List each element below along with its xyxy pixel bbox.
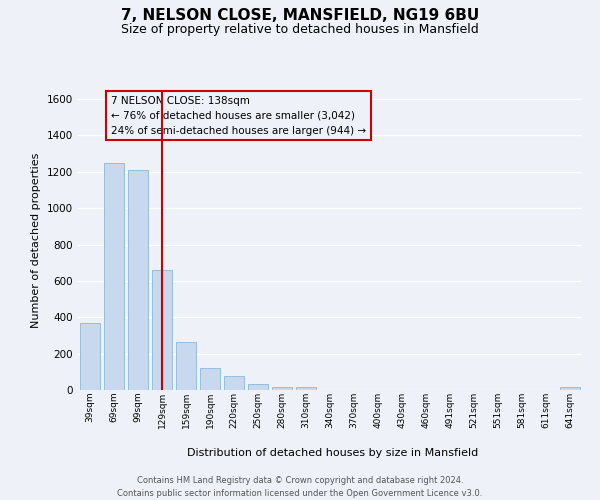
Bar bbox=[296, 388, 316, 390]
Y-axis label: Number of detached properties: Number of detached properties bbox=[31, 152, 41, 328]
Text: Size of property relative to detached houses in Mansfield: Size of property relative to detached ho… bbox=[121, 22, 479, 36]
Bar bbox=[224, 376, 244, 390]
Text: Distribution of detached houses by size in Mansfield: Distribution of detached houses by size … bbox=[187, 448, 479, 458]
Bar bbox=[80, 322, 100, 390]
Text: 7, NELSON CLOSE, MANSFIELD, NG19 6BU: 7, NELSON CLOSE, MANSFIELD, NG19 6BU bbox=[121, 8, 479, 22]
Bar bbox=[176, 342, 196, 390]
Text: Contains HM Land Registry data © Crown copyright and database right 2024.
Contai: Contains HM Land Registry data © Crown c… bbox=[118, 476, 482, 498]
Bar bbox=[104, 162, 124, 390]
Bar bbox=[248, 384, 268, 390]
Bar bbox=[128, 170, 148, 390]
Bar bbox=[272, 386, 292, 390]
Bar bbox=[200, 368, 220, 390]
Bar bbox=[560, 388, 580, 390]
Text: 7 NELSON CLOSE: 138sqm
← 76% of detached houses are smaller (3,042)
24% of semi-: 7 NELSON CLOSE: 138sqm ← 76% of detached… bbox=[111, 96, 366, 136]
Bar bbox=[152, 270, 172, 390]
